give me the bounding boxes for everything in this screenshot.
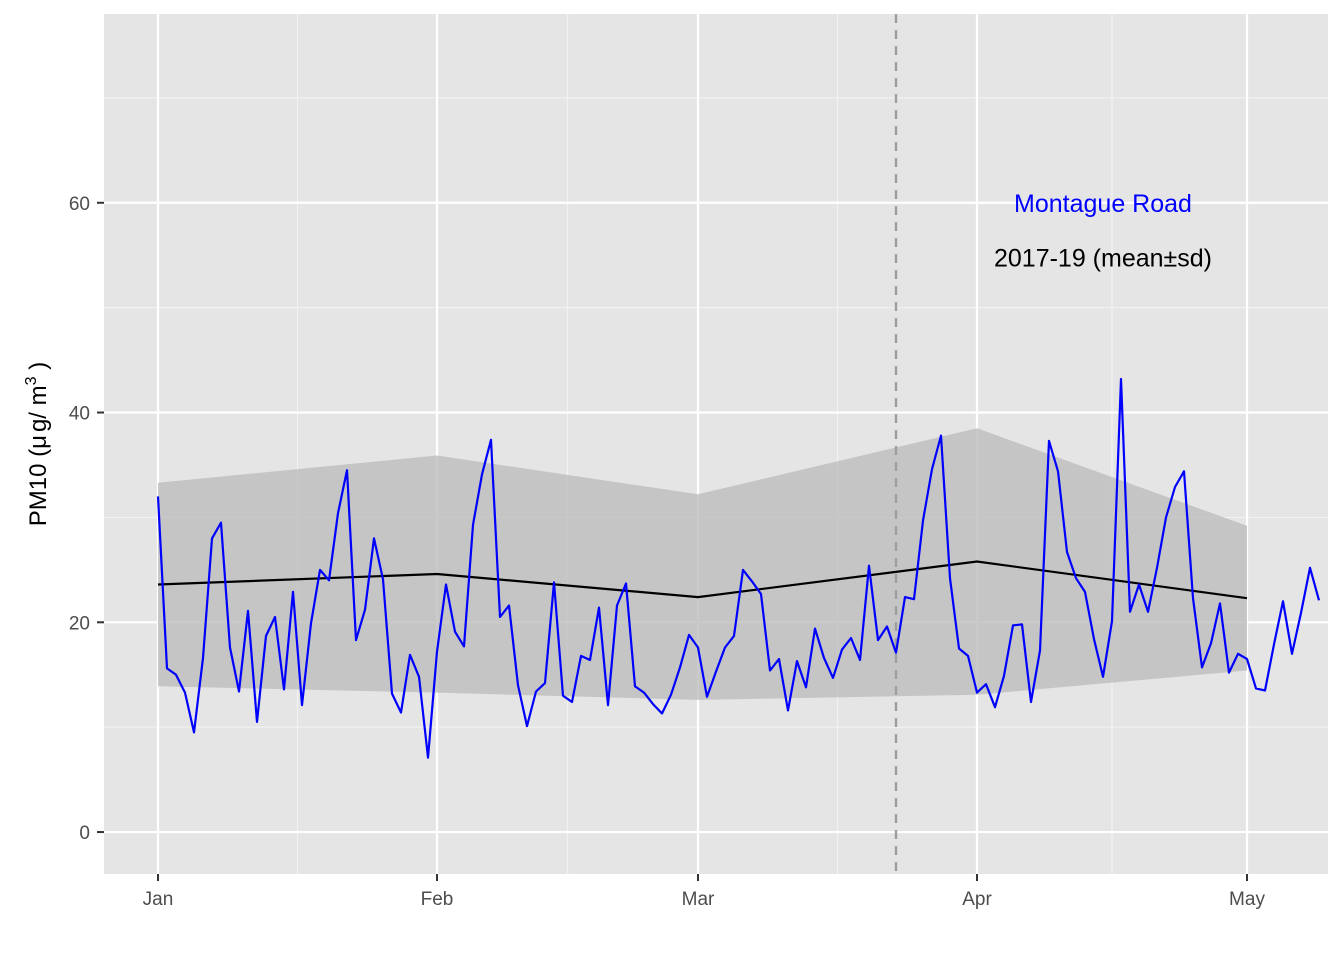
series-line-montague-road (156, 377, 1321, 759)
x-tick-label: Apr (962, 889, 992, 910)
y-tick-label: 40 (69, 404, 90, 425)
y-tick-label: 20 (69, 613, 90, 634)
x-tick-label: Mar (682, 889, 715, 910)
x-tick-label: Jan (143, 889, 174, 910)
y-axis-title-superscript: 3 (23, 376, 40, 385)
y-axis-title-close: ) (25, 362, 52, 377)
annotation-station-name: Montague Road (1014, 190, 1192, 218)
y-axis: 0 20 40 60 (69, 194, 104, 844)
plot-panel-background (104, 14, 1328, 874)
y-axis-title-unit: g/ m (25, 385, 52, 432)
y-axis-title-main: PM10 ( (25, 449, 52, 526)
x-tick-label: May (1229, 889, 1265, 910)
x-axis: Jan Feb Mar Apr May (143, 874, 1265, 910)
y-axis-title: PM10 (μ g/ m3 ) (23, 362, 52, 526)
x-tick-label: Feb (421, 889, 454, 910)
annotation-baseline-label: 2017-19 (mean±sd) (994, 244, 1212, 272)
y-axis-title-mu: μ (25, 435, 52, 449)
baseline-mean-line (157, 560, 1248, 600)
y-tick-label: 60 (69, 194, 90, 215)
y-tick-label: 0 (79, 823, 90, 844)
baseline-sd-band (158, 428, 1247, 700)
